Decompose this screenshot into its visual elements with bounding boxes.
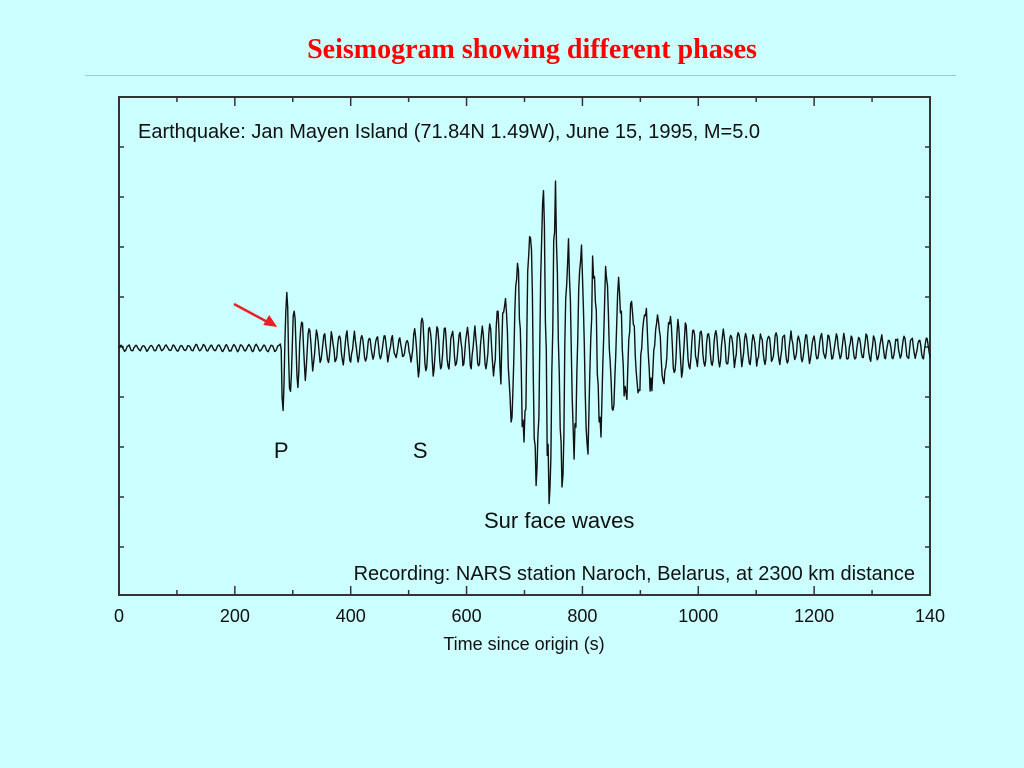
x-tick-label: 1200 — [794, 606, 834, 626]
phase-label-p: P — [274, 438, 289, 463]
x-tick-label: 200 — [220, 606, 250, 626]
title-divider — [85, 75, 956, 76]
x-axis-label: Time since origin (s) — [443, 634, 604, 654]
tick-marks — [118, 97, 931, 595]
phase-label-s: S — [413, 438, 428, 463]
x-tick-labels: 0 200 400 600 800 1000 1200 140 — [114, 606, 945, 626]
seismogram-trace — [118, 180, 931, 505]
x-tick-label: 1000 — [678, 606, 718, 626]
arrow-shaft — [233, 302, 272, 326]
recording-annotation: Recording: NARS station Naroch, Belarus,… — [354, 563, 915, 585]
arrow-head — [263, 315, 278, 327]
slide-title: Seismogram showing different phases — [307, 34, 757, 65]
chart-title: Earthquake: Jan Mayen Island (71.84N 1.4… — [138, 121, 760, 143]
x-tick-label: 140 — [915, 606, 945, 626]
phase-label-surface-waves: Sur face waves — [484, 508, 634, 533]
x-tick-label: 600 — [452, 606, 482, 626]
p-arrival-arrow — [233, 302, 278, 327]
x-tick-label: 800 — [567, 606, 597, 626]
x-tick-label: 400 — [336, 606, 366, 626]
x-tick-label: 0 — [114, 606, 124, 626]
